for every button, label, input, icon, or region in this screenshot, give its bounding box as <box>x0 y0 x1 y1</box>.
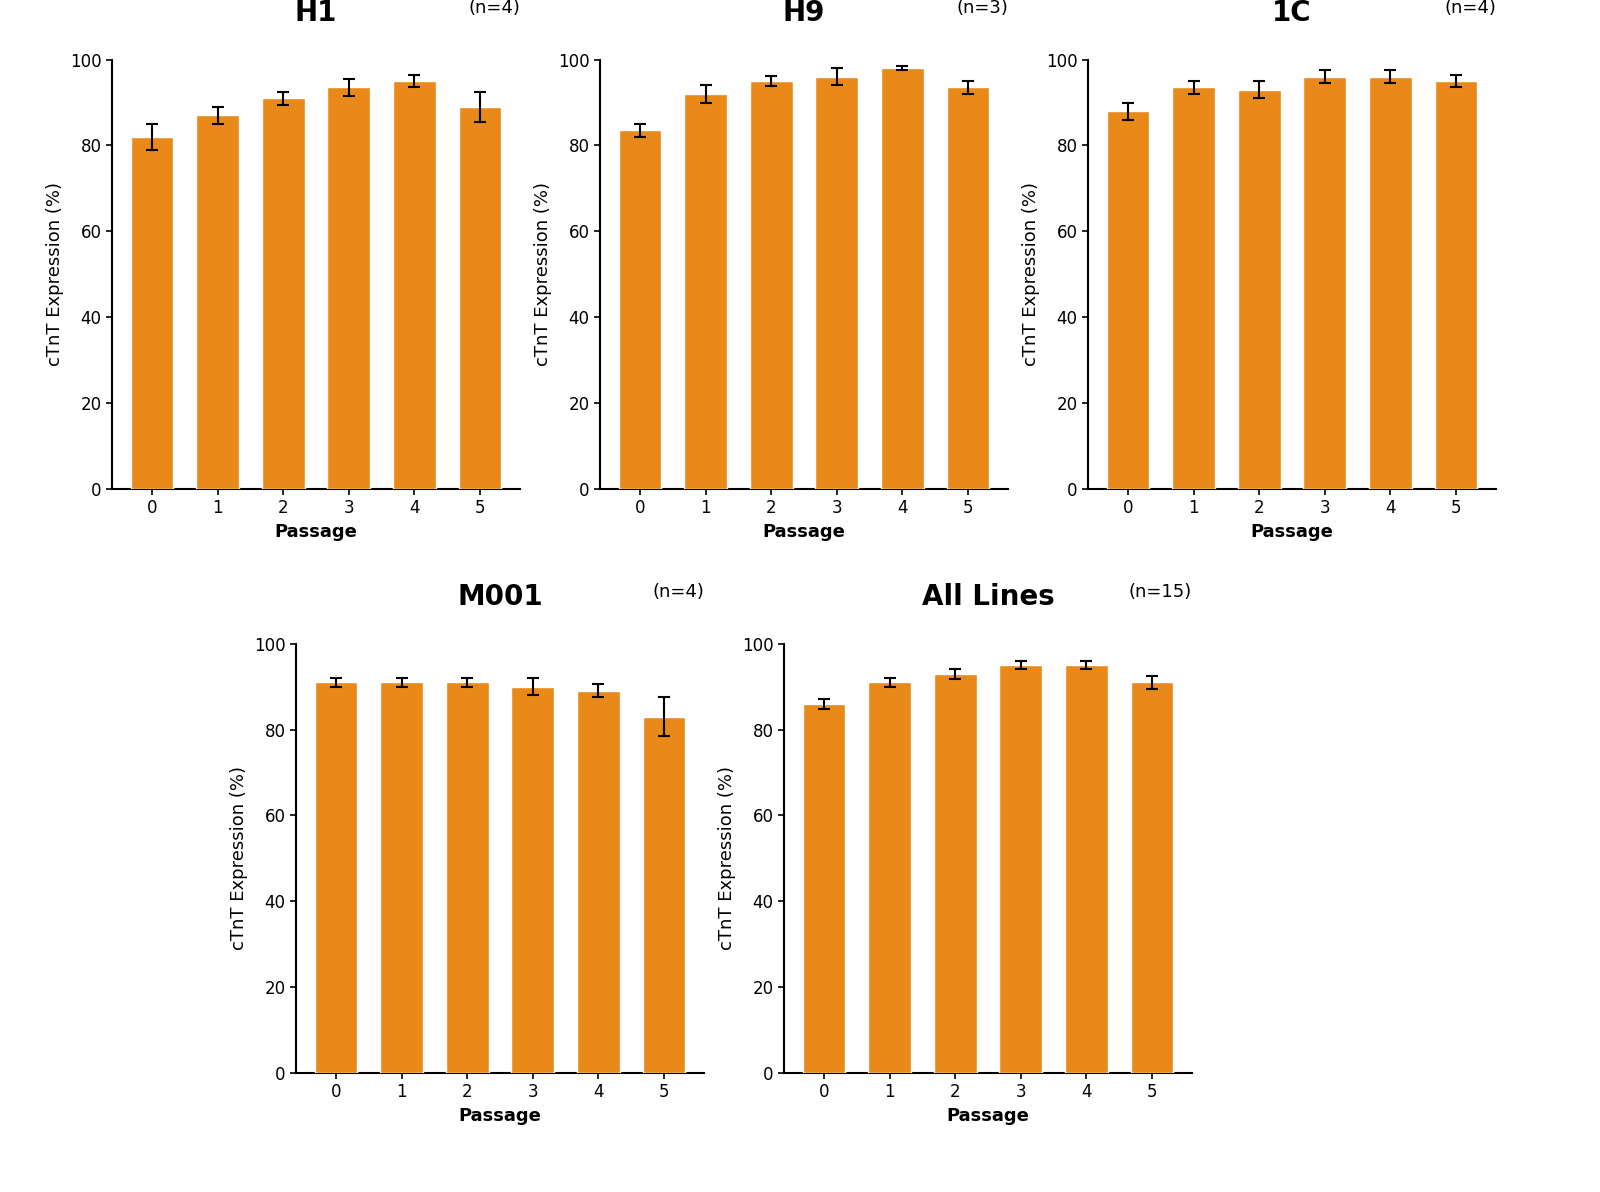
Text: (n=4): (n=4) <box>469 0 520 17</box>
Bar <box>446 682 488 1073</box>
Bar <box>803 703 845 1073</box>
Bar <box>315 682 357 1073</box>
Bar <box>578 691 619 1073</box>
Bar <box>934 673 976 1073</box>
Bar <box>685 94 726 489</box>
Bar <box>328 87 370 489</box>
Bar <box>1304 76 1346 489</box>
Bar <box>869 682 910 1073</box>
Bar <box>750 81 792 489</box>
Y-axis label: cTnT Expression (%): cTnT Expression (%) <box>230 766 248 950</box>
Bar <box>131 137 173 489</box>
Bar <box>816 76 858 489</box>
Bar <box>262 98 304 489</box>
Bar <box>459 107 501 489</box>
X-axis label: Passage: Passage <box>459 1107 541 1125</box>
X-axis label: Passage: Passage <box>275 523 357 541</box>
Bar <box>1000 665 1042 1073</box>
Bar <box>947 87 989 489</box>
Bar <box>1066 665 1107 1073</box>
X-axis label: Passage: Passage <box>763 523 845 541</box>
X-axis label: Passage: Passage <box>947 1107 1029 1125</box>
Bar <box>197 116 238 489</box>
Text: (n=4): (n=4) <box>653 583 704 601</box>
Text: (n=15): (n=15) <box>1128 583 1192 601</box>
Bar <box>1238 89 1280 489</box>
X-axis label: Passage: Passage <box>1251 523 1333 541</box>
Y-axis label: cTnT Expression (%): cTnT Expression (%) <box>718 766 736 950</box>
Title: 1C: 1C <box>1272 0 1312 26</box>
Title: All Lines: All Lines <box>922 583 1054 610</box>
Bar <box>381 682 422 1073</box>
Bar <box>1435 81 1477 489</box>
Bar <box>619 130 661 489</box>
Bar <box>394 81 435 489</box>
Title: H1: H1 <box>294 0 338 26</box>
Bar <box>882 68 923 489</box>
Bar <box>643 716 685 1073</box>
Y-axis label: cTnT Expression (%): cTnT Expression (%) <box>46 182 64 366</box>
Bar <box>1370 76 1411 489</box>
Bar <box>1107 111 1149 489</box>
Y-axis label: cTnT Expression (%): cTnT Expression (%) <box>534 182 552 366</box>
Bar <box>1173 87 1214 489</box>
Text: (n=3): (n=3) <box>957 0 1008 17</box>
Y-axis label: cTnT Expression (%): cTnT Expression (%) <box>1022 182 1040 366</box>
Bar <box>1131 682 1173 1073</box>
Bar <box>512 687 554 1073</box>
Text: (n=4): (n=4) <box>1445 0 1496 17</box>
Title: M001: M001 <box>458 583 542 610</box>
Title: H9: H9 <box>782 0 826 26</box>
